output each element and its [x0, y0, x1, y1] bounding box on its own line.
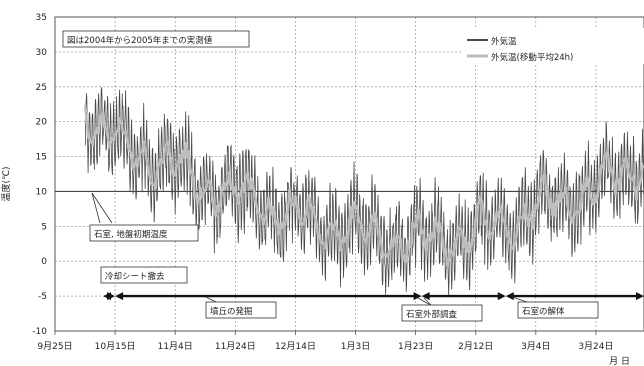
y-tick-label: 5 — [41, 222, 47, 232]
x-tick-label: 10月15日 — [95, 341, 136, 352]
x-tick-label: 11月4日 — [158, 341, 193, 352]
arrow-head-right — [107, 292, 116, 301]
y-tick-label: 20 — [36, 118, 48, 128]
x-tick-label: 9月25日 — [37, 341, 72, 352]
dismantle-label: 石室の解体 — [522, 306, 565, 317]
y-axis: 35 30 25 20 15 10 5 0 -5 -10 — [32, 13, 47, 337]
x-tick-label: 1月23日 — [398, 341, 433, 352]
arrow-head-left — [115, 292, 124, 301]
series-moving-average-line — [83, 105, 644, 267]
exterior-survey-label: 石室外部調査 — [406, 309, 458, 320]
y-tick-label: -10 — [32, 327, 47, 337]
plot-frame — [54, 16, 644, 332]
cooling-sheet-label: 冷却シート撤去 — [105, 271, 165, 282]
y-axis-title: 温度(℃) — [0, 166, 12, 201]
annotation-box — [62, 30, 250, 48]
x-tick-label: 11月24日 — [215, 341, 256, 352]
legend-label-outdoor-temp: 外気温 — [491, 36, 517, 47]
x-tick-label: 3月24日 — [578, 341, 613, 352]
x-axis: 9月25日 10月15日 11月4日 11月24日 12月14日 1月3日 1月23日 2月1… — [37, 331, 614, 352]
x-tick-label: 3月4日 — [521, 341, 550, 352]
initial-temp-callout: 石室, 地盤初期温度 — [89, 192, 199, 242]
y-tick-label: 15 — [36, 153, 47, 163]
work-periods — [103, 292, 644, 301]
series-outdoor-temp-line — [84, 87, 644, 297]
dismantle-callout: 石室の解体 — [511, 296, 599, 319]
legend: 外気温 外気温(移動平均24h) — [462, 28, 644, 64]
mound-callout: 墳丘の発掘 — [205, 296, 277, 319]
x-tick-label: 1月3日 — [341, 341, 370, 352]
exterior-survey-callout: 石室外部調査 — [401, 297, 483, 322]
arrow-head-right — [497, 292, 506, 301]
cooling-sheet-callout: 冷却シート撤去 — [100, 266, 188, 284]
y-tick-label: -5 — [38, 292, 47, 302]
x-tick-label: 12月14日 — [275, 341, 316, 352]
y-tick-label: 10 — [36, 187, 48, 197]
y-tick-label: 30 — [36, 48, 48, 58]
y-tick-label: 35 — [36, 13, 47, 23]
arrow-head-right — [636, 292, 644, 301]
y-tick-label: 25 — [36, 83, 47, 93]
initial-temp-label: 石室, 地盤初期温度 — [94, 229, 168, 240]
grid-lines — [55, 17, 644, 331]
x-axis-title: 月 日 — [609, 356, 630, 366]
legend-label-moving-average: 外気温(移動平均24h) — [491, 52, 573, 63]
annotation-text: 図は2004年から2005年までの実測値 — [67, 35, 213, 46]
x-tick-label: 2月12日 — [458, 341, 493, 352]
mound-label: 墳丘の発掘 — [210, 306, 253, 317]
arrow-head-left — [421, 292, 430, 301]
y-tick-label: 0 — [41, 257, 47, 267]
arrow-head-left — [505, 292, 514, 301]
arrow-head-right — [413, 292, 422, 301]
